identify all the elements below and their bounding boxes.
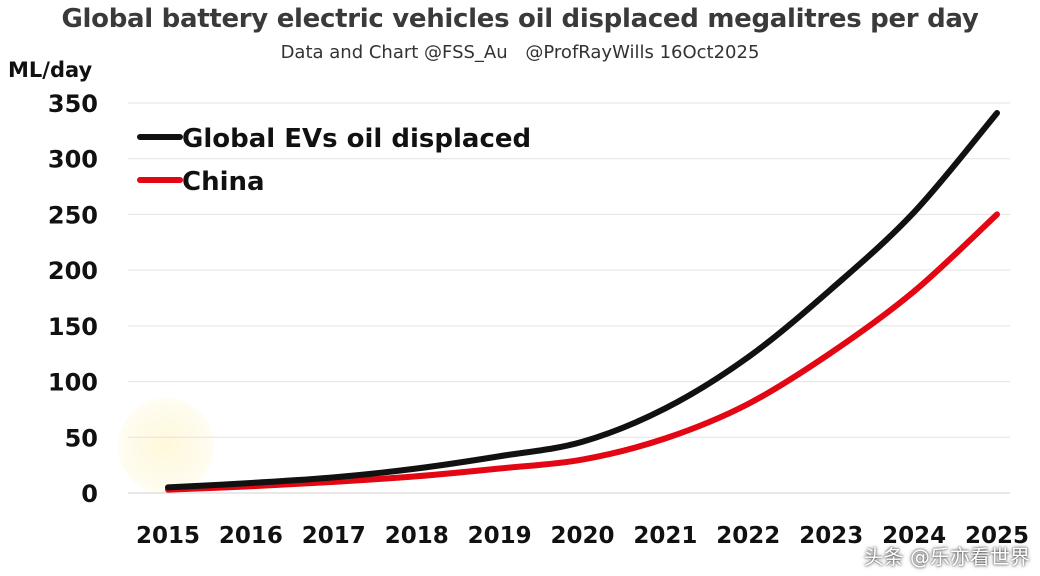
y-axis-label: ML/day xyxy=(8,58,93,82)
x-tick-label: 2019 xyxy=(468,523,532,549)
x-tick-label: 2021 xyxy=(633,523,697,549)
series-line-china xyxy=(165,211,1000,493)
y-tick-label: 200 xyxy=(48,257,98,285)
y-tick-label: 350 xyxy=(48,90,98,118)
x-tick-label: 2025 xyxy=(965,523,1029,549)
y-tick-label: 300 xyxy=(48,146,98,174)
x-tick-label: 2016 xyxy=(219,523,283,549)
y-tick-label: 150 xyxy=(48,313,98,341)
y-tick-labels: 0 50 100 150 200 250 300 350 xyxy=(48,90,98,508)
x-tick-labels: 2015 2016 2017 2018 2019 2020 2021 2022 2023 2024… xyxy=(136,523,1029,549)
y-tick-label: 50 xyxy=(65,424,98,452)
legend-label: China xyxy=(182,167,265,197)
chart-title: Global battery electric vehicles oil dis… xyxy=(61,4,979,34)
x-tick-label: 2024 xyxy=(882,523,946,549)
series-lines xyxy=(165,110,1000,493)
x-tick-label: 2017 xyxy=(302,523,366,549)
x-tick-label: 2015 xyxy=(136,523,200,549)
y-tick-label: 100 xyxy=(48,369,98,397)
watermark-text: 头条 @乐亦看世界 xyxy=(863,545,1030,569)
watermark-badge xyxy=(118,398,214,494)
x-tick-label: 2018 xyxy=(385,523,449,549)
legend-label: Global EVs oil displaced xyxy=(182,124,531,154)
series-line-global-evs-oil-displaced xyxy=(165,110,1000,491)
x-tick-label: 2023 xyxy=(799,523,863,549)
subtitle-source: Data and Chart @FSS_Au xyxy=(280,42,508,63)
x-tick-label: 2022 xyxy=(716,523,780,549)
legend: Global EVs oil displaced China xyxy=(137,124,531,197)
y-tick-label: 0 xyxy=(81,480,98,508)
x-tick-label: 2020 xyxy=(550,523,614,549)
grid-lines xyxy=(128,102,1010,494)
chart-subtitle: Data and Chart @FSS_Au @ProfRayWills 16O… xyxy=(0,42,1040,63)
y-tick-label: 250 xyxy=(48,201,98,229)
subtitle-author: @ProfRayWills 16Oct2025 xyxy=(525,42,760,63)
